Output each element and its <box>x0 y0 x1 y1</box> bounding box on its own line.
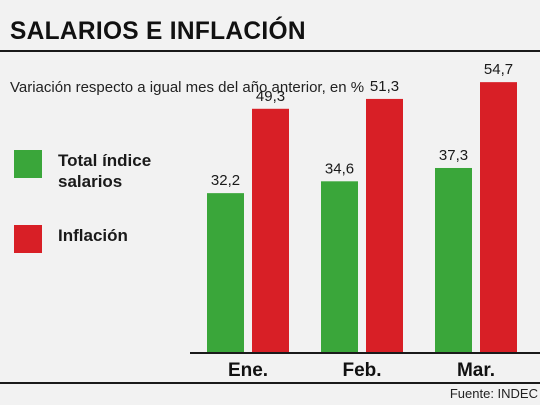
bar-inflacion-3 <box>480 82 517 352</box>
bar-salarios-3 <box>435 167 472 352</box>
legend-swatch-inflacion <box>14 225 42 253</box>
footer-divider <box>0 382 540 384</box>
data-label-inflacion-1: 49,3 <box>256 88 285 105</box>
bar-salarios-1 <box>207 193 244 352</box>
bar-inflacion-2 <box>366 98 403 352</box>
data-label-inflacion-3: 54,7 <box>484 61 513 78</box>
data-label-salarios-1: 32,2 <box>211 172 240 189</box>
legend-label-inflacion: Inflación <box>58 226 128 245</box>
data-label-inflacion-2: 51,3 <box>370 78 399 95</box>
bar-salarios-2 <box>321 181 358 352</box>
x-tick-label-1: Ene. <box>228 360 268 381</box>
data-label-salarios-3: 37,3 <box>439 147 468 164</box>
legend-item-salarios: Total índice salarios <box>14 150 178 192</box>
source-note: Fuente: INDEC <box>449 386 538 401</box>
x-tick-label-2: Feb. <box>342 360 381 381</box>
data-label-salarios-2: 34,6 <box>325 160 354 177</box>
legend-label-salarios: Total índice salarios <box>58 151 152 191</box>
bar-inflacion-1 <box>252 108 289 352</box>
x-tick-label-3: Mar. <box>457 360 495 381</box>
page-title: SALARIOS E INFLACIÓN <box>10 17 306 45</box>
title-divider <box>0 50 540 52</box>
legend-swatch-salarios <box>14 150 42 178</box>
legend-item-inflacion: Inflación <box>14 225 178 253</box>
chart-subtitle: Variación respecto a igual mes del año a… <box>10 79 365 96</box>
